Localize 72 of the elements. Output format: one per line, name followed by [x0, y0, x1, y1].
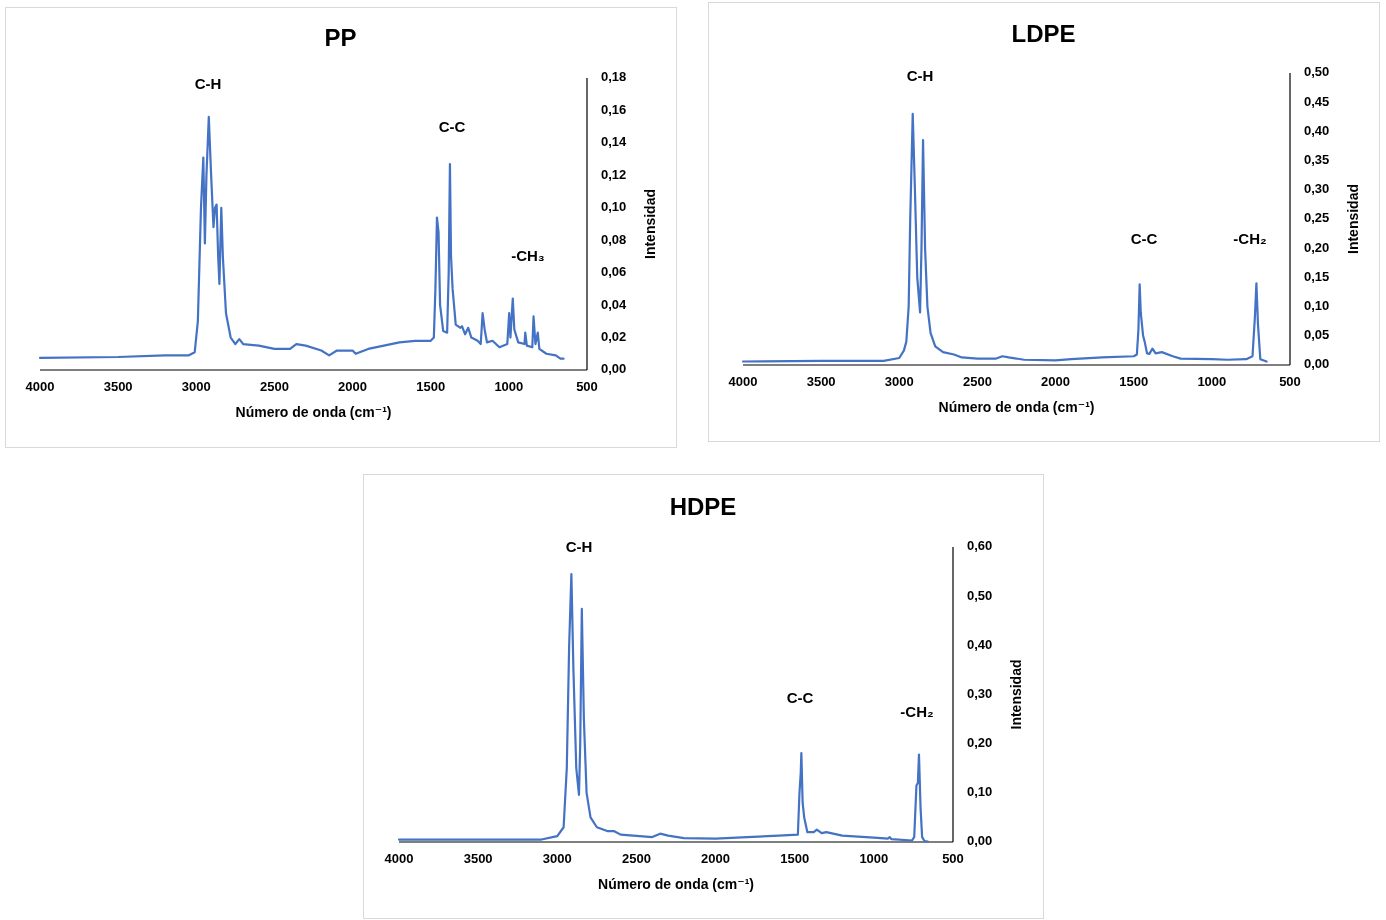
chart-title: HDPE: [669, 493, 737, 521]
y-tick-label: 0,30: [1304, 181, 1330, 197]
x-tick-label: 1000: [859, 851, 889, 866]
y-tick-label: 0,02: [601, 328, 627, 344]
y-axis-title: Intensidad: [1344, 183, 1361, 255]
x-tick-label: 500: [576, 379, 598, 394]
x-tick-label: 3000: [542, 851, 572, 866]
y-tick-label: 0,20: [967, 735, 993, 751]
x-tick-label: 2000: [701, 851, 731, 866]
y-tick-label: 0,12: [601, 166, 627, 182]
x-tick-label: 500: [1279, 374, 1301, 389]
y-axis-title: Intensidad: [1007, 659, 1024, 730]
y-tick-label: 0,06: [601, 264, 627, 280]
x-tick-label: 2000: [1041, 374, 1071, 389]
x-tick-label: 3500: [103, 379, 133, 394]
x-tick-label: 2500: [621, 851, 651, 866]
y-tick-label: 0,50: [967, 587, 993, 603]
chart-title: PP: [324, 24, 357, 52]
y-tick-label: 0,00: [601, 361, 627, 377]
annotation: -CH₃: [511, 246, 545, 264]
y-axis-title: Intensidad: [641, 188, 658, 260]
y-tick-label: 0,00: [967, 833, 993, 849]
annotation: C-C: [786, 688, 814, 706]
y-tick-label: 0,08: [601, 231, 627, 247]
annotation: -CH₂: [900, 702, 934, 720]
line-series: [741, 112, 1268, 363]
y-tick-label: 0,30: [967, 685, 993, 701]
line-series: [38, 115, 565, 360]
y-tick-label: 0,15: [1304, 268, 1330, 284]
x-tick-label: 4000: [728, 374, 758, 389]
x-tick-label: 4000: [384, 851, 414, 866]
y-tick-label: 0,10: [1304, 298, 1330, 314]
x-axis-title: Número de onda (cm⁻¹): [235, 404, 392, 420]
x-tick-label: 1000: [1197, 374, 1227, 389]
x-tick-label: 2500: [259, 379, 289, 394]
annotation: C-H: [194, 74, 222, 92]
y-tick-label: 0,14: [601, 134, 628, 150]
x-tick-label: 1500: [1119, 374, 1149, 389]
y-tick-label: 0,45: [1304, 93, 1330, 109]
x-tick-label: 1000: [494, 379, 524, 394]
annotation: C-H: [906, 66, 934, 84]
x-axis-title: Número de onda (cm⁻¹): [938, 399, 1095, 415]
y-tick-label: 0,05: [1304, 327, 1330, 343]
y-tick-label: 0,18: [601, 69, 627, 85]
annotation: C-C: [1130, 229, 1158, 247]
y-tick-label: 0,10: [601, 199, 627, 215]
y-tick-label: 0,25: [1304, 210, 1330, 226]
x-tick-label: 3000: [884, 374, 914, 389]
x-tick-label: 4000: [25, 379, 55, 394]
x-axis-title: Número de onda (cm⁻¹): [598, 876, 754, 892]
y-tick-label: 0,40: [1304, 122, 1330, 138]
x-tick-label: 2500: [962, 374, 992, 389]
y-tick-label: 0,10: [967, 784, 993, 800]
x-tick-label: 3500: [463, 851, 493, 866]
annotation: C-C: [438, 117, 466, 135]
y-tick-label: 0,04: [601, 296, 628, 312]
y-tick-label: 0,60: [967, 538, 993, 554]
chart-title: LDPE: [1011, 20, 1076, 48]
y-tick-label: 0,35: [1304, 152, 1330, 168]
y-tick-label: 0,50: [1304, 64, 1330, 80]
annotation: -CH₂: [1233, 229, 1267, 247]
y-tick-label: 0,00: [1304, 356, 1330, 372]
x-tick-label: 500: [942, 851, 964, 866]
y-tick-label: 0,16: [601, 101, 627, 117]
x-tick-label: 1500: [416, 379, 446, 394]
x-tick-label: 1500: [780, 851, 810, 866]
y-tick-label: 0,20: [1304, 239, 1330, 255]
annotation: C-H: [565, 537, 593, 555]
y-tick-label: 0,40: [967, 636, 993, 652]
x-tick-label: 3000: [181, 379, 211, 394]
x-tick-label: 2000: [338, 379, 368, 394]
x-tick-label: 3500: [806, 374, 836, 389]
